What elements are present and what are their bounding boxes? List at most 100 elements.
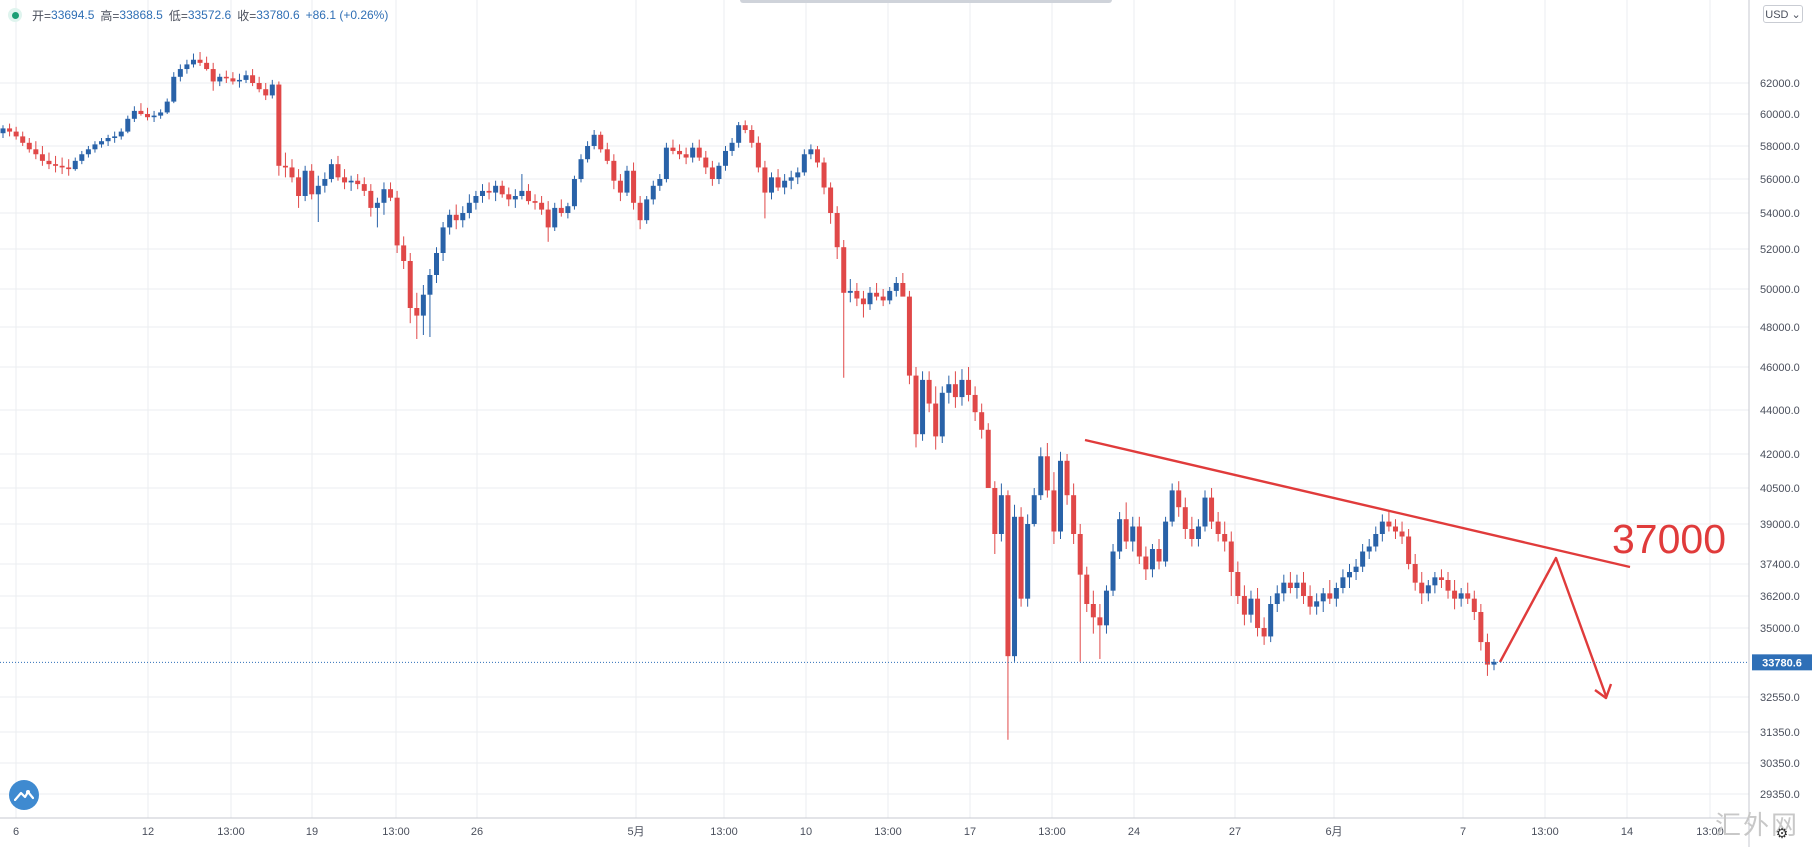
candle-102 (670, 139, 676, 155)
x-tick-label-12: 24 (1128, 826, 1140, 838)
candle-24 (158, 109, 164, 119)
candle-55 (361, 177, 367, 196)
candle-85 (558, 199, 564, 217)
candle-71 (466, 194, 472, 219)
candle-62 (407, 253, 413, 324)
candle-164 (1077, 524, 1083, 662)
candle-104 (683, 147, 689, 165)
y-tick-label-3: 56000.0 (1760, 174, 1800, 186)
candle-186 (1222, 521, 1228, 552)
annotations (1084, 438, 1631, 700)
x-tick-label-6: 5月 (627, 826, 644, 838)
candle-68 (447, 209, 453, 235)
candle-12 (79, 150, 85, 165)
candle-205 (1346, 564, 1352, 588)
gear-icon[interactable]: ⚙ (1775, 825, 1789, 841)
candle-106 (696, 139, 702, 161)
candle-16 (105, 134, 111, 146)
projection-path[interactable] (1498, 556, 1608, 697)
candle-142 (933, 386, 939, 450)
candle-30 (197, 52, 203, 66)
x-tick-label-9: 13:00 (874, 826, 902, 838)
candle-38 (250, 69, 256, 87)
candle-87 (571, 175, 577, 210)
trendline[interactable] (1084, 438, 1631, 569)
candle-90 (591, 130, 597, 150)
candle-148 (972, 386, 978, 421)
candle-185 (1215, 512, 1221, 542)
candle-53 (348, 175, 354, 191)
candle-49 (322, 172, 328, 193)
candle-84 (552, 202, 558, 231)
candle-29 (190, 53, 196, 68)
candle-4 (26, 138, 32, 153)
candle-196 (1287, 572, 1293, 594)
y-tick-label-11: 40500.0 (1760, 483, 1800, 495)
candle-189 (1241, 585, 1247, 626)
candle-0 (0, 125, 6, 138)
x-tick-label-3: 19 (306, 826, 318, 838)
candle-173 (1136, 516, 1142, 564)
candle-27 (177, 64, 183, 82)
candle-101 (663, 142, 669, 183)
candle-212 (1392, 519, 1398, 539)
candle-20 (131, 106, 137, 122)
candle-28 (184, 59, 190, 74)
candle-167 (1097, 604, 1103, 659)
x-tick-label-0: 6 (13, 826, 19, 838)
candle-190 (1248, 590, 1254, 623)
candle-52 (342, 169, 348, 190)
candle-45 (296, 169, 302, 208)
x-tick-label-10: 17 (964, 826, 976, 838)
high-value: 33868.5 (119, 8, 163, 22)
candle-86 (565, 202, 571, 219)
candle-218 (1432, 572, 1438, 594)
x-tick-label-14: 6月 (1325, 826, 1342, 838)
tradingview-logo-icon[interactable] (9, 780, 39, 810)
candle-139 (913, 367, 919, 448)
candle-137 (900, 273, 906, 297)
candle-36 (236, 73, 242, 88)
y-axis[interactable]: 62000.0 60000.0 58000.0 56000.0 54000.0 52000… (1760, 78, 1800, 801)
candle-193 (1268, 596, 1274, 643)
currency-button[interactable]: USD ⌄ (1763, 5, 1803, 23)
candle-25 (164, 98, 170, 114)
candle-48 (315, 175, 321, 222)
plot-area[interactable] (0, 0, 1749, 818)
x-tick-label-13: 27 (1229, 826, 1241, 838)
candle-165 (1084, 566, 1090, 612)
candle-42 (276, 81, 282, 176)
candle-33 (217, 73, 223, 87)
y-tick-label-1: 60000.0 (1760, 109, 1800, 121)
candle-174 (1143, 546, 1149, 580)
candle-15 (99, 138, 105, 148)
candle-182 (1195, 519, 1201, 547)
candle-37 (243, 70, 249, 83)
ohlc-legend: 开= 33694.5 高= 33868.5 低= 33572.6 收= 33780.6 … (8, 6, 394, 24)
candle-41 (269, 79, 275, 99)
candle-40 (263, 83, 269, 101)
candle-57 (374, 197, 380, 228)
x-axis[interactable]: 6 12 13:00 19 13:00 26 5月 13:00 10 13:00 17 13:00 24… (13, 826, 1724, 838)
candle-181 (1189, 516, 1195, 547)
candle-92 (604, 142, 610, 165)
candle-191 (1255, 588, 1261, 637)
top-drag-tab[interactable] (740, 0, 1112, 3)
candle-225 (1478, 604, 1484, 651)
low-label: 低= (168, 8, 188, 23)
candle-112 (736, 122, 742, 148)
candle-21 (138, 103, 144, 116)
x-tick-label-16: 13:00 (1531, 826, 1559, 838)
x-tick-label-5: 26 (471, 826, 483, 838)
candle-169 (1110, 544, 1116, 596)
candle-63 (414, 292, 420, 339)
candle-157 (1031, 488, 1037, 527)
y-tick-label-2: 58000.0 (1760, 141, 1800, 153)
candle-121 (795, 167, 801, 185)
candle-131 (860, 290, 866, 318)
candle-5 (33, 141, 39, 160)
candle-107 (703, 150, 709, 175)
candle-221 (1452, 580, 1458, 610)
candle-184 (1209, 488, 1215, 529)
